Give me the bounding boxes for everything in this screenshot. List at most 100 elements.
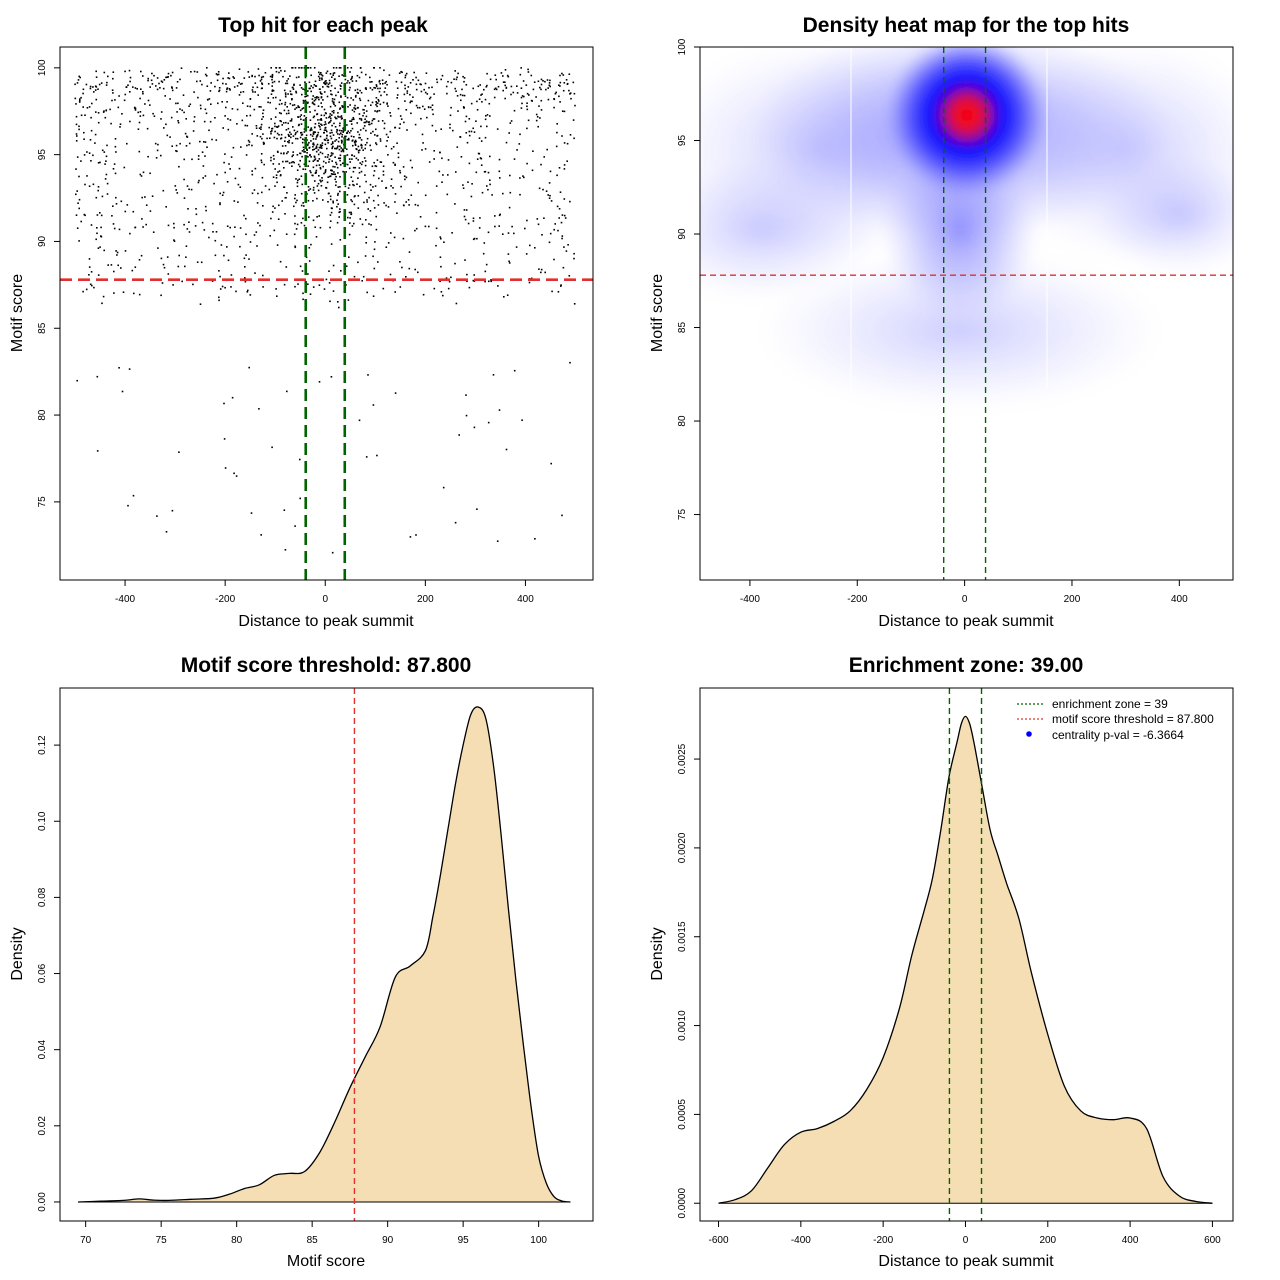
data-point — [194, 225, 197, 227]
data-point — [357, 177, 359, 179]
data-point — [90, 224, 93, 226]
data-point — [226, 246, 228, 248]
data-point — [147, 99, 150, 102]
data-point — [170, 116, 173, 119]
data-point — [320, 180, 322, 183]
data-point — [378, 109, 381, 112]
data-point — [350, 211, 352, 214]
data-point — [358, 171, 361, 174]
data-point — [329, 135, 332, 138]
data-point — [280, 152, 282, 155]
data-point — [270, 130, 272, 133]
data-point — [383, 122, 386, 125]
data-point — [111, 215, 113, 217]
data-point — [285, 196, 287, 199]
data-point — [206, 67, 208, 69]
data-point — [548, 197, 551, 199]
data-point — [79, 98, 81, 100]
data-point — [468, 130, 471, 133]
data-point — [248, 143, 250, 146]
data-point — [236, 85, 239, 87]
data-point — [300, 87, 303, 89]
data-point — [354, 89, 357, 92]
data-point — [419, 83, 421, 85]
data-point — [402, 237, 405, 240]
data-point — [153, 115, 156, 117]
data-point — [328, 116, 330, 119]
y-tick-label: 0.0000 — [677, 1188, 688, 1219]
data-point — [95, 70, 97, 73]
data-point — [366, 199, 368, 201]
data-point — [340, 130, 343, 132]
data-point — [301, 133, 304, 136]
data-point — [369, 183, 372, 186]
data-point — [255, 125, 258, 127]
data-point — [449, 123, 451, 126]
data-point — [405, 109, 408, 111]
data-point — [376, 102, 378, 105]
data-point — [76, 227, 79, 229]
data-point — [238, 81, 240, 84]
data-point — [447, 287, 450, 290]
data-point — [356, 122, 358, 124]
data-point — [353, 184, 355, 187]
data-point — [573, 303, 576, 305]
data-point — [480, 94, 482, 96]
data-point — [146, 127, 149, 130]
data-point — [275, 96, 277, 99]
data-point — [404, 76, 407, 79]
data-point — [365, 236, 368, 238]
data-point — [561, 135, 563, 137]
data-point — [77, 202, 79, 204]
data-point — [297, 179, 299, 182]
data-point — [295, 107, 298, 109]
data-point — [259, 224, 261, 227]
data-point — [467, 181, 469, 183]
data-point — [352, 116, 355, 119]
data-point — [472, 127, 474, 130]
data-point — [511, 225, 513, 228]
data-point — [325, 82, 328, 84]
data-point — [521, 102, 523, 105]
data-point — [318, 284, 321, 286]
data-point — [271, 78, 273, 81]
data-point — [288, 141, 290, 144]
data-point — [525, 253, 528, 255]
data-point — [540, 163, 542, 166]
legend-dot-icon — [1026, 731, 1032, 737]
data-point — [291, 142, 294, 144]
data-point — [336, 146, 339, 149]
data-point — [312, 95, 314, 97]
data-point — [555, 145, 558, 148]
data-point — [144, 103, 146, 105]
data-point — [334, 78, 336, 80]
data-point — [262, 143, 265, 145]
data-point — [363, 201, 365, 204]
data-point — [380, 161, 383, 163]
data-point — [463, 77, 466, 79]
data-point — [470, 130, 473, 133]
data-point — [309, 293, 312, 295]
data-point — [343, 171, 346, 173]
data-point — [338, 67, 341, 69]
data-point — [473, 280, 476, 282]
data-point — [223, 254, 225, 257]
data-point — [92, 154, 94, 157]
data-point — [139, 111, 142, 113]
data-point — [295, 228, 298, 230]
data-point — [468, 162, 471, 165]
data-point — [466, 141, 469, 144]
data-point — [448, 280, 451, 283]
data-point — [360, 118, 363, 120]
data-point — [285, 129, 288, 131]
data-point — [167, 273, 170, 275]
data-point — [80, 114, 83, 117]
data-point — [392, 146, 395, 148]
data-point — [288, 139, 290, 142]
data-point — [537, 223, 540, 226]
data-point — [404, 100, 406, 102]
data-point — [92, 183, 95, 186]
data-point — [375, 97, 378, 99]
data-point — [340, 95, 342, 97]
data-point — [251, 192, 254, 195]
